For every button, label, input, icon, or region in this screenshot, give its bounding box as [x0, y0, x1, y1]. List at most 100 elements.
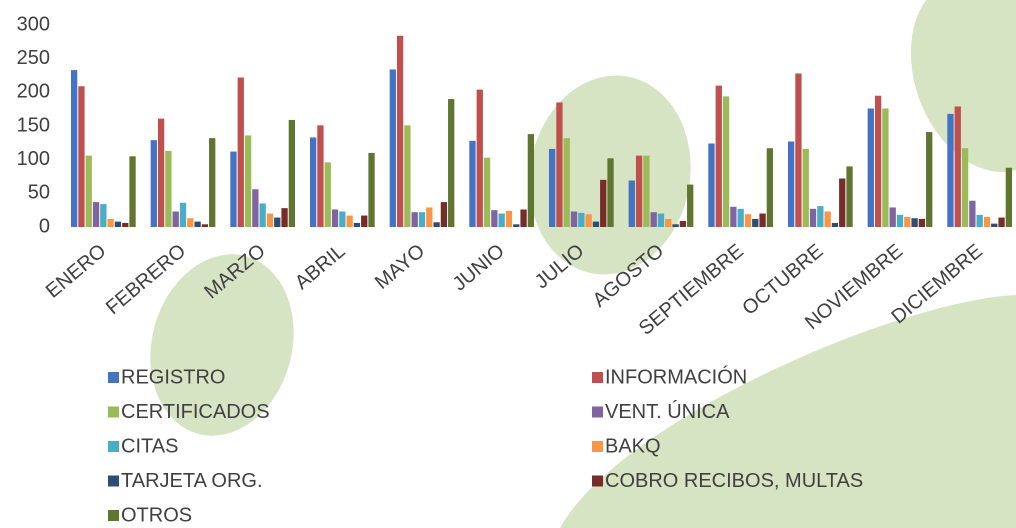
y-tick-label: 300	[17, 13, 50, 35]
bar	[433, 222, 439, 227]
bar	[281, 208, 287, 227]
legend-swatch	[108, 441, 119, 452]
x-tick-label: ENERO	[42, 240, 111, 303]
bar	[1006, 168, 1012, 227]
x-tick-label: ABRIL	[291, 240, 349, 294]
bar	[404, 125, 410, 227]
bar	[832, 223, 838, 227]
y-tick-label: 150	[17, 114, 50, 136]
bar	[180, 203, 186, 227]
bar	[339, 212, 345, 227]
bar	[767, 148, 773, 227]
bar	[346, 216, 352, 227]
bar	[585, 214, 591, 227]
bar	[520, 209, 526, 227]
chart: 050100150200250300ENEROFEBREROMARZOABRIL…	[0, 0, 1016, 528]
bar	[499, 214, 505, 227]
bar	[875, 96, 881, 227]
legend-label: REGISTRO	[121, 366, 225, 388]
bar	[354, 223, 360, 227]
legend-label: OTROS	[121, 504, 192, 526]
y-tick-label: 0	[39, 215, 50, 237]
bar	[716, 86, 722, 227]
bar	[484, 158, 490, 227]
bar	[477, 90, 483, 227]
bar	[158, 119, 164, 227]
bar	[317, 125, 323, 227]
legend-label: CERTIFICADOS	[121, 401, 270, 423]
bar	[839, 179, 845, 227]
legend-swatch	[108, 372, 119, 383]
bar	[202, 224, 208, 227]
legend-label: CITAS	[121, 435, 178, 457]
legend-label: COBRO RECIBOS, MULTAS	[605, 470, 863, 492]
legend-swatch	[108, 510, 119, 521]
bar	[115, 222, 121, 227]
legend-swatch	[592, 441, 603, 452]
bar	[187, 218, 193, 227]
y-tick-label: 200	[17, 81, 50, 103]
bar	[412, 212, 418, 227]
bar	[419, 212, 425, 227]
bar	[991, 224, 997, 227]
bar	[882, 108, 888, 227]
bar	[78, 86, 84, 227]
bar	[665, 219, 671, 227]
bar	[897, 215, 903, 227]
bar	[680, 221, 686, 227]
bar	[578, 213, 584, 227]
bar	[448, 99, 454, 227]
bar	[904, 217, 910, 227]
y-tick-label: 50	[28, 182, 50, 204]
bar	[658, 214, 664, 227]
bar	[607, 158, 613, 227]
bar	[795, 73, 801, 227]
bar	[593, 222, 599, 227]
bar	[513, 224, 519, 227]
bar	[556, 102, 562, 227]
x-tick-label: JUNIO	[449, 240, 509, 295]
bar	[274, 218, 280, 227]
bar	[441, 202, 447, 227]
bar	[267, 214, 273, 227]
bar	[245, 135, 251, 227]
bar	[564, 138, 570, 227]
bar	[730, 207, 736, 227]
bar	[955, 106, 961, 227]
bar	[368, 153, 374, 227]
bar	[977, 215, 983, 227]
bar	[332, 209, 338, 227]
bar	[672, 224, 678, 227]
bar	[100, 204, 106, 227]
bar	[209, 138, 215, 227]
bar	[325, 162, 331, 227]
bar	[122, 223, 128, 227]
bar	[788, 141, 794, 227]
bar	[506, 211, 512, 227]
bar	[926, 132, 932, 227]
bar	[738, 209, 744, 227]
bar	[426, 207, 432, 227]
legend-swatch	[108, 407, 119, 418]
bar	[643, 156, 649, 227]
legend-swatch	[592, 407, 603, 418]
bar	[230, 152, 236, 227]
bar	[238, 78, 244, 227]
bar	[390, 69, 396, 227]
bar	[636, 156, 642, 227]
legend-label: BAKQ	[605, 435, 661, 457]
bar	[810, 209, 816, 227]
bar	[759, 214, 765, 227]
bar	[708, 144, 714, 227]
x-tick-label: MAYO	[371, 240, 429, 294]
bar	[817, 206, 823, 227]
bar	[252, 189, 258, 227]
bar	[491, 210, 497, 227]
bar	[71, 70, 77, 227]
bar	[289, 120, 295, 227]
bar	[107, 219, 113, 227]
bar	[93, 202, 99, 227]
bar	[962, 148, 968, 227]
bar	[723, 96, 729, 227]
legend-swatch	[592, 372, 603, 383]
